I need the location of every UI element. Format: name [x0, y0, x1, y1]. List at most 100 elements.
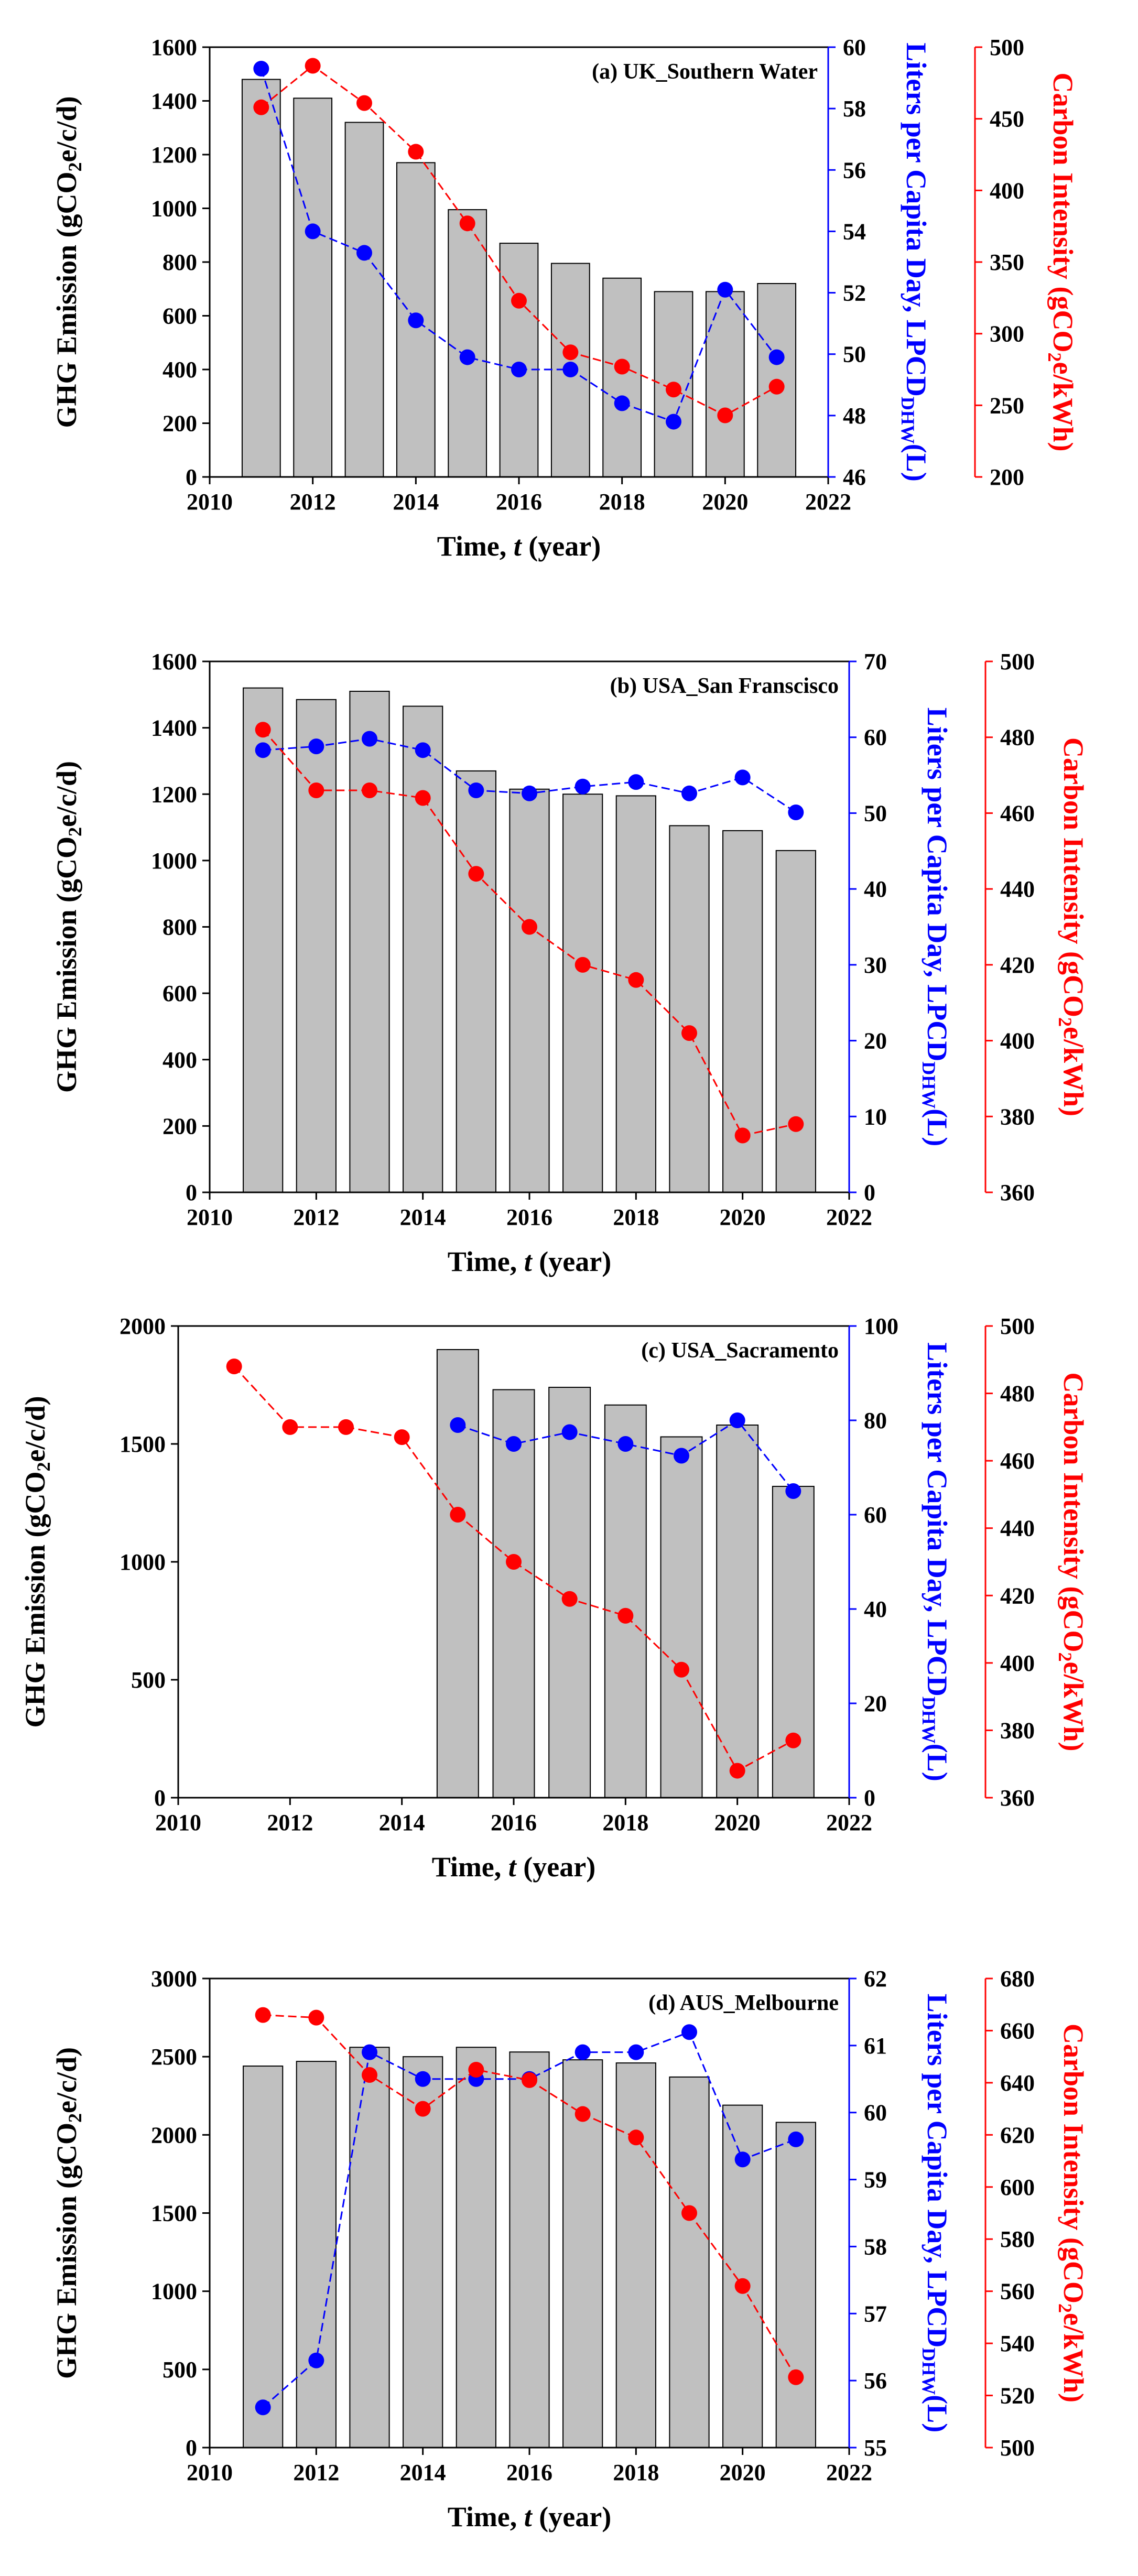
y-tick-label: 0: [186, 464, 197, 490]
y-tick-label: 1200: [151, 142, 197, 168]
y2-axis-label: Liters per Capita Day, LPCDDHW(L): [918, 708, 953, 1146]
intensity-point-2011: [255, 2007, 271, 2023]
y-tick-label: 400: [162, 357, 197, 383]
intensity-point-2013: [362, 2067, 377, 2083]
y-tick-label: 1600: [151, 35, 197, 60]
lpcd-point-2015: [459, 349, 475, 365]
y2-tick-label: 62: [864, 1966, 887, 1992]
y-tick-label: 400: [162, 1047, 197, 1073]
y3-tick-label: 540: [1000, 2331, 1035, 2356]
y3-tick-label: 500: [1000, 2435, 1035, 2461]
y3-tick-label: 360: [1000, 1785, 1035, 1811]
y2-tick-label: 0: [864, 1785, 875, 1811]
lpcd-point-2018: [628, 774, 644, 790]
bar-ghg-2015: [436, 1349, 479, 1798]
intensity-point-2016: [522, 919, 537, 935]
y3-axis-label: Carbon Intensity (gCO2e/kWh): [1055, 737, 1089, 1116]
lpcd-point-2020: [717, 281, 733, 298]
y-tick-label: 0: [186, 1180, 197, 1205]
lpcd-point-2014: [415, 742, 431, 758]
intensity-point-2017: [562, 344, 579, 361]
intensity-point-2020: [729, 1763, 745, 1779]
y3-tick-label: 400: [990, 178, 1024, 203]
y-tick-label: 1000: [151, 848, 197, 874]
y3-tick-label: 250: [990, 393, 1024, 418]
bar-ghg-2020: [705, 291, 745, 477]
y2-tick-label: 10: [864, 1104, 887, 1129]
y3-tick-label: 400: [1000, 1028, 1035, 1054]
y3-tick-label: 380: [1000, 1104, 1035, 1129]
y-tick-label: 600: [162, 981, 197, 1006]
bar-ghg-2020: [716, 1425, 759, 1798]
intensity-point-2015: [450, 1507, 466, 1523]
intensity-point-2012: [308, 2009, 324, 2026]
intensity-point-2019: [674, 1661, 689, 1678]
x-tick-label: 2016: [491, 1810, 537, 1835]
y2-tick-label: 58: [864, 2234, 887, 2259]
intensity-point-2018: [628, 972, 644, 988]
intensity-point-2021: [768, 378, 785, 395]
y2-tick-label: 50: [843, 342, 866, 367]
intensity-point-2012: [305, 58, 321, 74]
y3-tick-label: 440: [1000, 876, 1035, 902]
lpcd-point-2015: [450, 1417, 466, 1433]
y2-tick-label: 60: [864, 1502, 887, 1528]
y-tick-label: 1600: [151, 649, 197, 675]
x-tick-label: 2018: [602, 1810, 648, 1835]
intensity-point-2014: [415, 790, 431, 806]
y2-tick-label: 20: [864, 1028, 887, 1054]
x-tick-label: 2022: [826, 1204, 872, 1230]
intensity-point-2020: [734, 2278, 751, 2294]
bar-ghg-2011: [241, 79, 281, 477]
y-tick-label: 0: [186, 2435, 197, 2461]
intensity-point-2012: [282, 1419, 298, 1435]
y2-tick-label: 30: [864, 952, 887, 978]
lpcd-point-2019: [674, 1448, 689, 1464]
y-tick-label: 200: [162, 411, 197, 437]
bar-ghg-2016: [509, 2051, 550, 2448]
y2-tick-label: 0: [864, 1180, 875, 1205]
x-tick-label: 2012: [267, 1810, 313, 1835]
y-axis-label: GHG Emission (gCO2e/c/d): [51, 761, 85, 1093]
y3-tick-label: 460: [1000, 1448, 1035, 1474]
bar-ghg-2012: [293, 97, 333, 477]
bar-ghg-2013: [344, 122, 384, 477]
intensity-point-2011: [253, 99, 269, 115]
x-tick-label: 2010: [187, 489, 233, 515]
lpcd-point-2014: [408, 312, 424, 329]
intensity-point-2020: [717, 407, 733, 423]
y3-tick-label: 450: [990, 106, 1024, 132]
panel-title: (d) AUS_Melbourne: [648, 1991, 839, 2015]
intensity-point-2015: [468, 866, 484, 882]
y-tick-label: 2500: [151, 2044, 197, 2070]
y2-tick-label: 52: [843, 280, 866, 306]
x-tick-label: 2020: [714, 1810, 761, 1835]
y2-axis-label: Liters per Capita Day, LPCDDHW(L): [918, 1342, 953, 1781]
bar-ghg-2012: [296, 2061, 337, 2449]
lpcd-point-2011: [255, 2399, 271, 2416]
y3-tick-label: 500: [990, 35, 1024, 60]
y-tick-label: 800: [162, 249, 197, 275]
x-tick-label: 2010: [187, 1204, 233, 1230]
x-tick-label: 2010: [187, 2460, 233, 2485]
y3-tick-label: 660: [1000, 2018, 1035, 2044]
y2-tick-label: 55: [864, 2435, 887, 2461]
bar-ghg-2017: [562, 794, 603, 1193]
x-tick-label: 2014: [393, 489, 439, 515]
x-tick-label: 2022: [826, 2460, 872, 2485]
x-tick-label: 2012: [293, 2460, 339, 2485]
lpcd-point-2020: [729, 1412, 745, 1428]
x-tick-label: 2016: [496, 489, 542, 515]
intensity-point-2016: [522, 2072, 537, 2088]
panel-a: 2010 2012 2014 2016 2018 2020 2022 0 200 400 600 80…: [51, 35, 1079, 562]
y2-tick-label: 40: [864, 876, 887, 902]
intensity-point-2018: [628, 2129, 644, 2146]
bar-ghg-2021: [772, 1486, 815, 1798]
y3-axis-label: Carbon Intensity (gCO2e/kWh): [1044, 72, 1079, 451]
panel-title: (b) USA_San Franscisco: [610, 674, 839, 698]
y-tick-label: 600: [162, 303, 197, 329]
x-axis-label: Time, t (year): [448, 2501, 611, 2532]
bar-ghg-2016: [509, 788, 550, 1193]
panel-title: (c) USA_Sacramento: [641, 1339, 839, 1363]
